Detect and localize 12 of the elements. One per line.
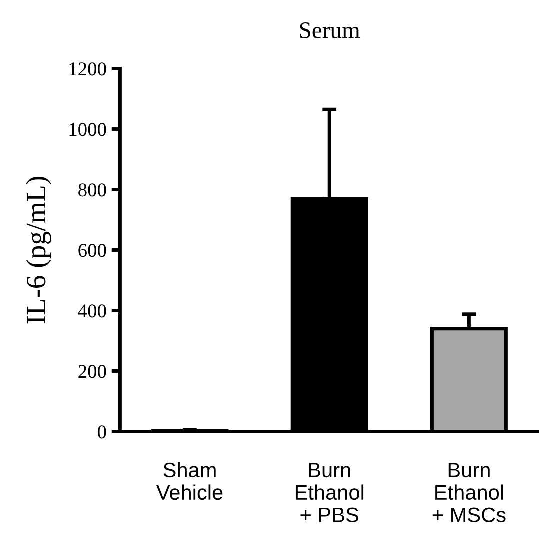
y-axis-title: IL-6 (pg/mL): [26, 177, 52, 324]
y-tick-label: 800: [78, 184, 106, 197]
x-tick-label: Burn Ethanol + PBS: [296, 463, 364, 522]
y-tick-label: 600: [78, 244, 106, 258]
y-tick-label: 1000: [70, 123, 106, 136]
x-tick-label: Sham Vehicle: [156, 462, 223, 500]
y-tick-label: 200: [78, 365, 106, 378]
y-tick-label: 400: [78, 304, 106, 318]
x-tick-label: Burn Ethanol + MSCs: [432, 463, 506, 522]
chart-title: Serum: [300, 22, 360, 38]
y-tick-label: 0: [98, 426, 106, 439]
y-tick-label: 1200: [70, 62, 106, 76]
